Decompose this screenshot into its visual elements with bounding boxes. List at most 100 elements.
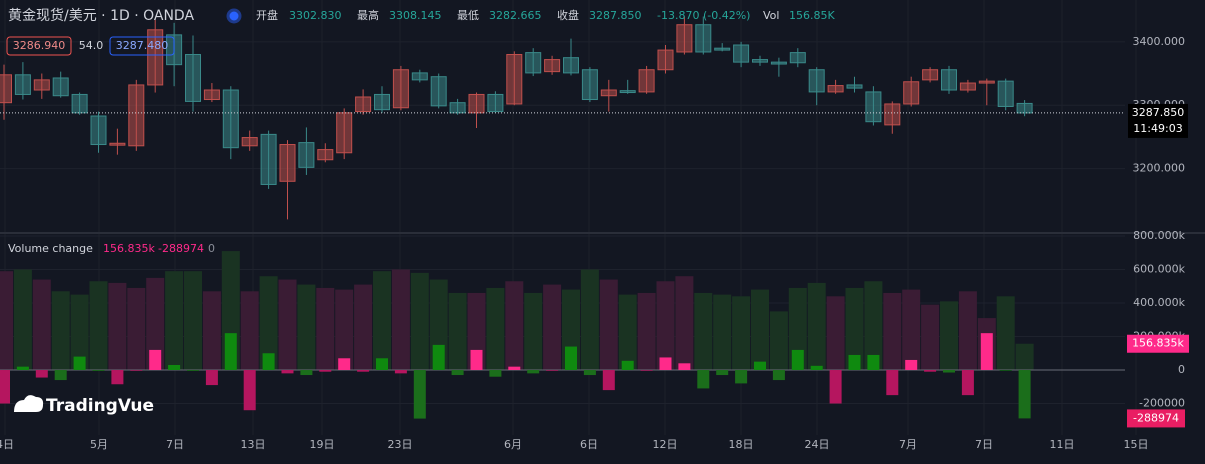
volume-change-bar xyxy=(111,370,124,385)
volume-change-bar xyxy=(130,370,143,371)
volume-change-bar xyxy=(338,358,351,371)
volume-change-bar xyxy=(678,363,691,371)
volume-change-bar xyxy=(546,370,559,371)
volume-change-bar xyxy=(92,370,105,371)
volume-change-bar xyxy=(357,370,370,372)
y-tick-label: -200000 xyxy=(1139,397,1185,410)
x-tick-label: 7日 xyxy=(166,438,184,451)
volume-bar xyxy=(373,271,391,371)
volume-change-bar xyxy=(583,370,596,376)
x-tick-label: 6月 xyxy=(504,438,522,451)
volume-change-bar xyxy=(810,365,823,371)
volume-bar xyxy=(240,291,259,371)
candle-body xyxy=(0,74,12,104)
volume-bar xyxy=(486,287,505,371)
volume-bar xyxy=(826,296,845,371)
pane-name: Volume change xyxy=(8,242,93,255)
volume-change-bar xyxy=(829,370,842,404)
last-price-box xyxy=(1128,103,1188,138)
candle-body xyxy=(203,89,220,101)
volume-bar xyxy=(996,296,1015,371)
volume-bar xyxy=(448,292,467,371)
volume-bar xyxy=(0,271,13,371)
volume-change-bar xyxy=(300,370,313,376)
x-tick-label: 13日 xyxy=(241,438,266,451)
candle-body xyxy=(770,61,787,65)
candle-body xyxy=(600,89,617,97)
volume-bar xyxy=(902,289,921,371)
volume-change-bar xyxy=(848,354,861,371)
volume-bar xyxy=(958,291,977,371)
volume-bar xyxy=(599,279,618,371)
candle-body xyxy=(430,76,447,107)
candle-body xyxy=(71,93,88,114)
legend-label: 最高 xyxy=(357,8,379,22)
volume-bar xyxy=(675,276,694,371)
candle-body xyxy=(978,80,995,84)
x-tick-label: 7月 xyxy=(899,438,917,451)
y-tick-label: 600.000k xyxy=(1133,263,1185,276)
volume-change-bar xyxy=(451,370,464,376)
x-tick-label: 23日 xyxy=(388,438,413,451)
y-tick-label: 3400.000 xyxy=(1133,35,1186,48)
volume-change-bar xyxy=(187,370,199,371)
volume-change-bar xyxy=(224,333,237,371)
volume-change-bar xyxy=(1018,370,1031,419)
volume-change-bar xyxy=(319,370,332,372)
x-tick-label: 15日 xyxy=(1124,438,1149,451)
candle-body xyxy=(14,74,31,95)
pane-legend-value: 156.835k xyxy=(103,242,155,255)
candle-body xyxy=(922,69,939,81)
volume-bar xyxy=(580,269,599,371)
x-tick-label: 6日 xyxy=(580,438,598,451)
volume-change-bar xyxy=(489,370,502,377)
x-tick-label: 24日 xyxy=(805,438,830,451)
candle-body xyxy=(581,69,598,101)
volume-change-bar xyxy=(924,370,937,372)
candle-body xyxy=(147,29,164,86)
y-tick-label: 800.000k xyxy=(1133,229,1185,242)
candle-body xyxy=(468,93,485,114)
volume-bar xyxy=(769,311,788,371)
volume-change-bar xyxy=(205,370,218,386)
volume-change-bar xyxy=(0,370,10,404)
badge-box xyxy=(6,36,72,56)
volume-bar xyxy=(713,294,732,371)
x-tick-label: 7日 xyxy=(975,438,993,451)
x-tick-label: 19日 xyxy=(310,438,335,451)
volume-change-bar xyxy=(73,356,86,371)
volume-change-bar xyxy=(886,370,899,396)
volume-change-bar xyxy=(791,349,804,371)
last-change-box xyxy=(1127,409,1185,428)
volume-change-bar xyxy=(508,366,521,371)
volume-change-bar xyxy=(659,357,672,371)
y-tick-label: 0 xyxy=(1178,363,1185,376)
candle-body xyxy=(676,24,693,53)
volume-bar xyxy=(845,287,864,371)
x-tick-label: 11日 xyxy=(1050,438,1075,451)
candle-body xyxy=(695,24,712,53)
badge-value: 3287.480 xyxy=(116,39,169,52)
volume-change-bar xyxy=(754,361,766,371)
volume-bar xyxy=(278,279,297,371)
volume-change-bar xyxy=(735,370,748,384)
legend-value: 156.85K xyxy=(789,9,835,22)
candle-body xyxy=(808,69,825,93)
candle-body xyxy=(733,44,750,63)
candle-body xyxy=(638,69,655,93)
volume-change-bar xyxy=(943,370,955,373)
volume-change-bar xyxy=(376,358,388,371)
volume-bar xyxy=(807,282,826,371)
volume-change-bar xyxy=(470,349,483,371)
candle-body xyxy=(260,133,277,185)
candle-body xyxy=(714,47,731,51)
candle-body xyxy=(128,84,145,147)
volume-change-bar xyxy=(432,344,445,371)
chart-title: 黄金现货/美元 · 1D · OANDA xyxy=(8,7,194,24)
candle-body xyxy=(941,69,957,91)
countdown-label: 11:49:03 xyxy=(1133,122,1182,135)
overlay: 3200.0003300.0003400.0003287.85011:49:03… xyxy=(0,7,1189,451)
badge-value: 54.0 xyxy=(79,39,104,52)
volume-bar xyxy=(883,292,902,371)
